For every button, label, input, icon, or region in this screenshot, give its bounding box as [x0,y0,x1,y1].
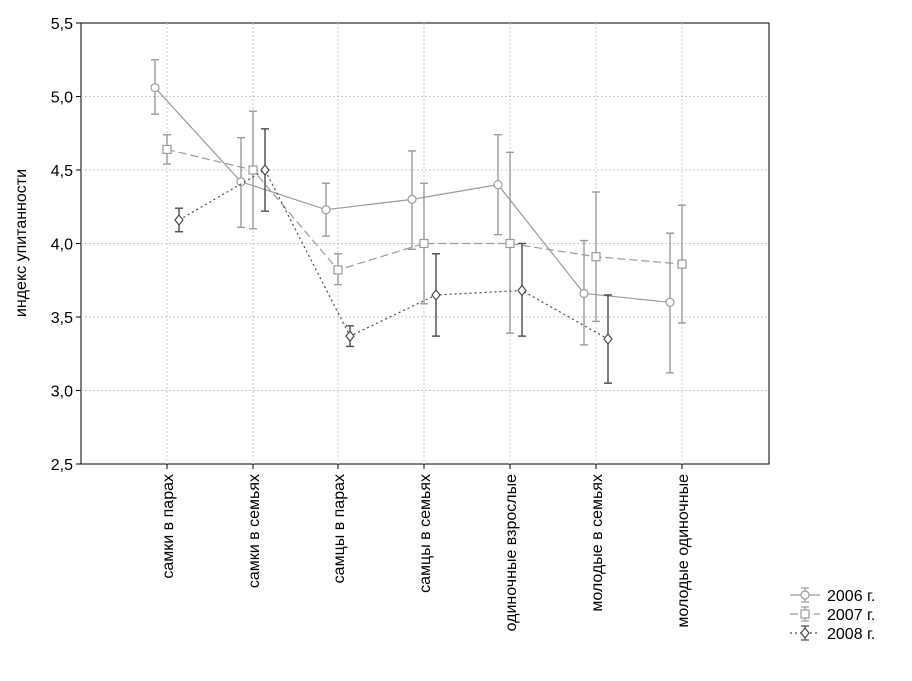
data-point-circle [321,205,331,215]
series-line [178,169,609,340]
y-tick-label: 3,0 [51,384,73,401]
data-point-square [333,265,343,275]
data-point-diamond [174,214,184,226]
x-category-label: одиночные взрослые [503,474,520,632]
data-point-diamond [260,164,270,176]
data-point-circle [800,590,810,600]
legend: 2006 г. 2007 г. 2008 г. [790,587,875,643]
y-tick-label: 4,5 [51,163,73,180]
x-category-label: молодые одиночные [675,474,692,628]
series-3 [174,128,613,384]
series-1 [150,59,675,374]
data-point-diamond [603,333,613,346]
data-point-diamond [800,627,810,639]
series-2 [162,110,687,334]
y-tick-label: 2,5 [51,457,73,474]
data-point-diamond [345,330,355,343]
legend-label: 2007 г. [827,607,875,624]
y-tick-label: 4,0 [51,237,73,254]
x-category-label: самцы в семьях [417,474,434,593]
x-category-label: самцы в парах [331,474,348,583]
legend-entry: 2006 г. [790,587,875,605]
data-point-circle [150,83,160,93]
y-tick-label: 5,5 [51,16,73,33]
data-point-square [591,252,601,262]
legend-entry: 2008 г. [790,625,875,643]
legend-label: 2006 г. [827,588,875,605]
data-point-circle [579,288,589,299]
series-layer [150,59,687,384]
legend-entry: 2007 г. [790,606,875,624]
legend-label: 2008 г. [827,626,875,643]
axis-ticks: 2,5 3,0 3,5 4,0 4,5 5,0 5,5 самки в парах самки … [51,16,692,631]
data-point-circle [493,180,503,190]
x-category-label: самки в парах [160,474,177,579]
data-point-circle [407,194,417,204]
data-point-diamond [431,288,441,301]
x-category-label: молодые в семьях [589,474,606,612]
y-tick-label: 3,5 [51,310,73,327]
data-point-square [800,609,810,619]
data-point-square [677,259,687,269]
data-point-square [419,238,429,249]
data-point-diamond [517,284,527,297]
data-point-square [505,238,515,249]
y-tick-label: 5,0 [51,90,73,107]
data-point-circle [665,297,675,307]
x-category-label: самки в семьях [246,474,263,588]
data-point-square [248,165,258,175]
y-axis-title: индекс упитанности [13,169,30,317]
data-point-square [162,144,172,155]
